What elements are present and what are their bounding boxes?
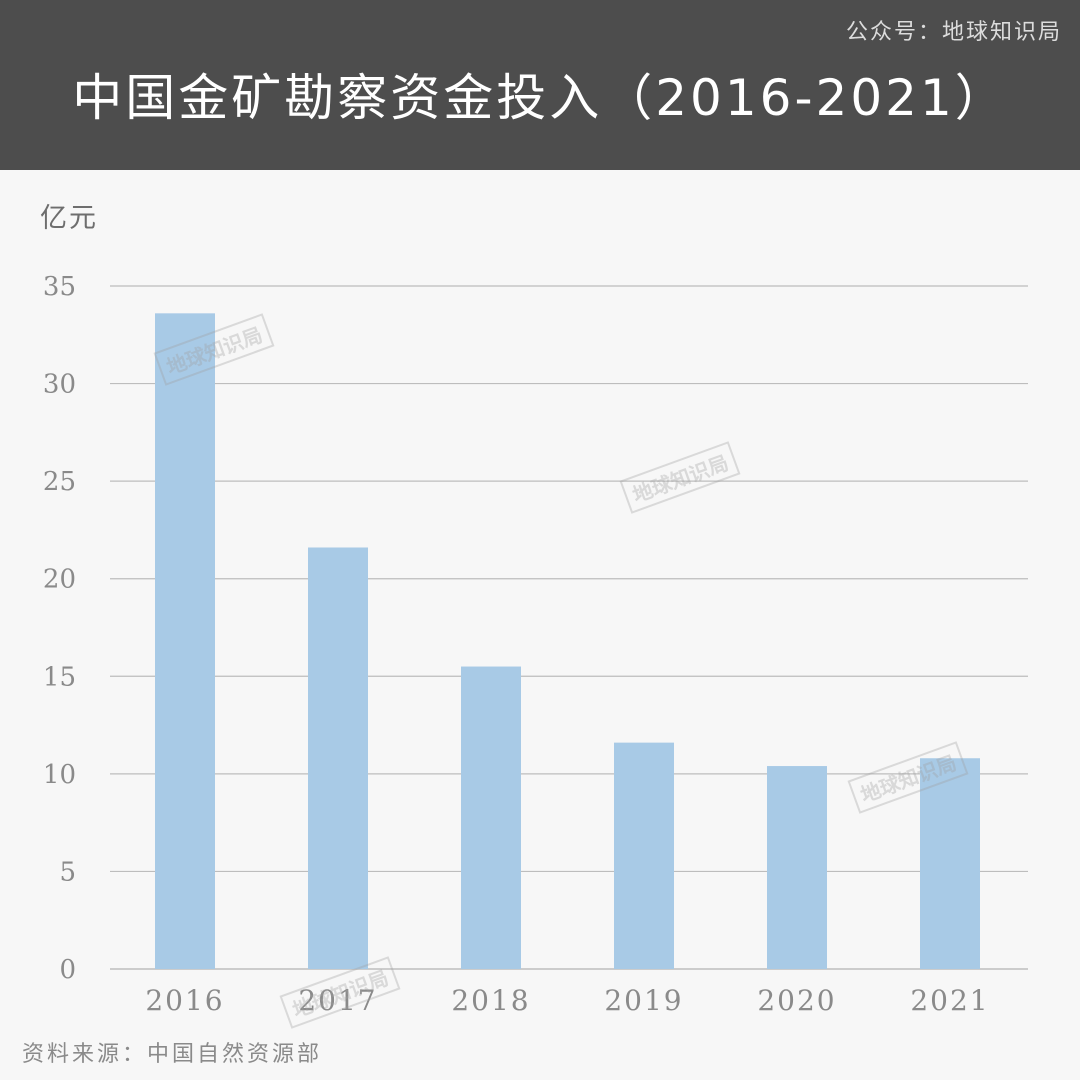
bar-2018 (461, 666, 521, 969)
header-banner: 公众号：地球知识局 中国金矿勘察资金投入（2016-2021） (0, 0, 1080, 170)
bars (155, 313, 980, 969)
y-tick-label: 30 (43, 370, 76, 400)
y-tick-label: 15 (43, 662, 76, 692)
x-tick-label: 2016 (145, 984, 224, 1017)
account-label: 公众号：地球知识局 (845, 20, 1062, 45)
bar-2020 (767, 766, 827, 969)
y-tick-label: 20 (43, 565, 76, 595)
x-tick-label: 2017 (298, 984, 377, 1017)
chart-title: 中国金矿勘察资金投入（2016-2021） (72, 69, 1008, 127)
y-tick-label: 0 (59, 955, 76, 985)
grid-lines (110, 285, 1028, 970)
x-tick-label: 2021 (910, 984, 989, 1017)
y-tick-label: 10 (43, 760, 76, 790)
bar-2017 (308, 547, 368, 969)
y-tick-label: 35 (43, 272, 76, 302)
source-note: 资料来源：中国自然资源部 (22, 1042, 323, 1067)
x-tick-labels: 2016 2017 2018 2019 2020 2021 (145, 984, 989, 1017)
bar-2016 (155, 313, 215, 969)
y-tick-labels: 0 5 10 15 20 25 30 35 (43, 272, 76, 985)
x-tick-label: 2019 (604, 984, 683, 1017)
bar-2019 (614, 742, 674, 969)
bar-2021 (920, 758, 980, 969)
x-tick-label: 2018 (451, 984, 530, 1017)
x-tick-label: 2020 (757, 984, 836, 1017)
y-axis-unit: 亿元 (40, 203, 98, 234)
y-tick-label: 5 (59, 857, 76, 887)
y-tick-label: 25 (43, 467, 76, 497)
